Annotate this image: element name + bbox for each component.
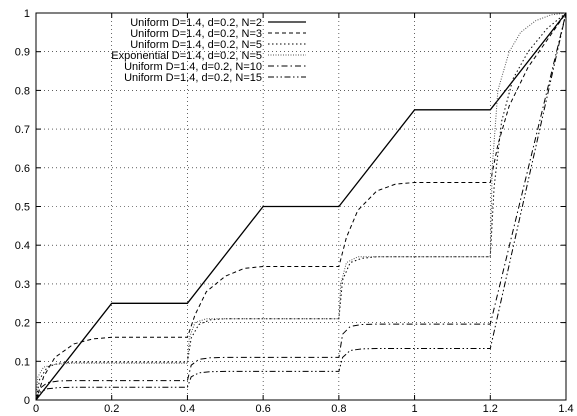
tick-labels: 0 0.2 0.4 0.6 0.8 1 1.2 1.4 0 0.1 0.2 0.3 0.4 0.5 0.6 0… [15,8,574,415]
legend-label-6: Uniform D=1.4, d=0.2, N=15 [124,72,262,84]
legend-label-1: Uniform D=1.4, d=0.2, N=2 [130,17,262,29]
series-line-5 [35,12,567,401]
x-tick-label: 0.8 [331,403,346,415]
x-tick-label: 1.4 [558,403,573,415]
series-line-3 [35,12,567,401]
x-tick-label: 0 [33,403,39,415]
y-tick-label: 0.2 [15,318,30,330]
x-tick-label: 1 [412,403,418,415]
x-tick-label: 0.6 [255,403,270,415]
series-line-2 [35,12,567,401]
x-tick-label: 1.2 [483,403,498,415]
y-tick-label: 0.9 [15,47,30,59]
legend-label-3: Uniform D=1.4, d=0.2, N=5 [130,39,262,51]
y-tick-label: 0.4 [15,240,30,252]
y-tick-label: 0.5 [15,202,30,214]
series-line-1 [35,12,567,401]
series-lines [35,12,567,401]
legend-label-4: Exponential D=1.4, d=0.2, N=5 [111,50,262,62]
x-tick-label: 0.2 [104,403,119,415]
y-tick-label: 1 [24,8,30,20]
y-tick-label: 0.8 [15,85,30,97]
y-tick-label: 0.7 [15,124,30,136]
y-tick-label: 0.6 [15,163,30,175]
y-tick-label: 0 [24,395,30,407]
legend-label-2: Uniform D=1.4, d=0.2, N=3 [130,28,262,40]
x-tick-label: 0.4 [180,403,195,415]
legend-label-5: Uniform D=1.4, d=0.2, N=10 [124,61,262,73]
y-tick-label: 0.1 [15,356,30,368]
y-tick-label: 0.3 [15,279,30,291]
series-line-4 [35,12,567,401]
